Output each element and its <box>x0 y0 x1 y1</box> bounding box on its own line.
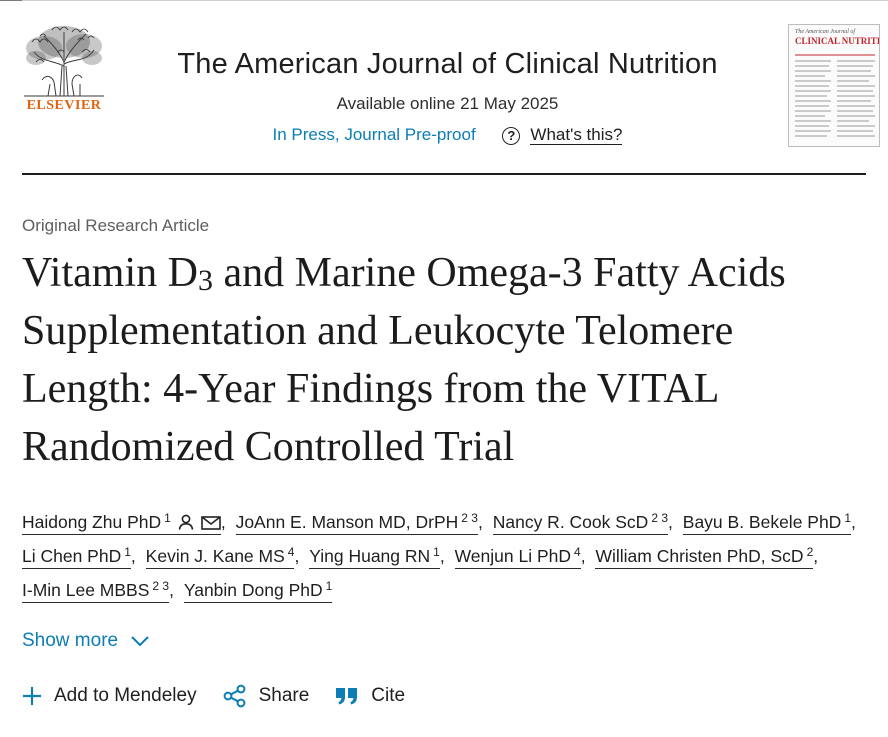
share-icon <box>223 684 245 708</box>
elsevier-tree-icon <box>24 26 104 97</box>
share-label: Share <box>258 685 310 706</box>
elsevier-logo[interactable] <box>22 22 106 120</box>
author-name: Nancy R. Cook ScD <box>492 512 649 532</box>
add-to-mendeley-label: Add to Mendeley <box>54 685 197 706</box>
quote-icon <box>336 688 358 705</box>
header-divider <box>22 173 866 175</box>
article-type: Original Research Article <box>22 216 210 235</box>
author-separator: , <box>439 546 445 566</box>
author-affiliation: 2 3 <box>651 511 669 525</box>
author-affiliation: 1 <box>433 545 440 559</box>
author-name: JoAnn E. Manson MD, DrPH <box>235 512 459 532</box>
author-affiliation: 1 <box>325 579 333 593</box>
journal-title: The American Journal of Clinical Nutriti… <box>150 48 745 81</box>
title-part-1: Vitamin D <box>22 250 198 296</box>
author-name: Kevin J. Kane MS <box>145 546 285 566</box>
author-separator: , <box>294 546 300 566</box>
cover-contents-lines <box>795 54 875 137</box>
article-title: Vitamin D3 and Marine Omega-3 Fatty Acid… <box>22 244 872 476</box>
author-link[interactable]: Ying Huang RN 1 <box>309 545 440 569</box>
author-link[interactable]: Li Chen PhD 1 <box>22 545 131 569</box>
author-separator: , <box>580 546 586 566</box>
add-to-mendeley-button[interactable]: Add to Mendeley <box>22 685 197 707</box>
title-part-2: and Marine Omega-3 Fatty Acids Supplemen… <box>22 250 786 470</box>
cover-subtitle: The American Journal of <box>795 29 856 35</box>
top-border <box>0 0 888 1</box>
author-name: Ying Huang RN <box>309 546 431 566</box>
show-more-label: Show more <box>22 630 119 651</box>
author-name: I-Min Lee MBBS <box>22 580 150 600</box>
author-name: Bayu B. Bekele PhD <box>682 512 842 532</box>
author-affiliation: 1 <box>164 511 171 525</box>
author-separator: , <box>220 512 226 532</box>
author-separator: , <box>813 546 819 566</box>
author-affiliation: 2 <box>806 545 814 559</box>
author-link[interactable]: Haidong Zhu PhD 1 <box>22 511 221 535</box>
top-border-accent <box>0 0 22 1</box>
author-affiliation: 4 <box>287 545 295 559</box>
plus-icon <box>23 687 41 705</box>
author-link[interactable]: Wenjun Li PhD 4 <box>454 545 581 569</box>
article-actions: Add to Mendeley Share Cite <box>22 684 431 708</box>
author-list: Haidong Zhu PhD 1, JoAnn E. Manson MD, Dr… <box>22 505 882 607</box>
author-affiliation: 2 3 <box>152 579 170 593</box>
journal-title-link[interactable]: The American Journal of Clinical Nutriti… <box>177 48 718 80</box>
author-separator: , <box>668 512 673 532</box>
whats-this-button[interactable]: ? What's this? <box>502 125 623 146</box>
author-link[interactable]: William Christen PhD, ScD 2 <box>595 545 814 569</box>
author-link[interactable]: Nancy R. Cook ScD 2 3 <box>492 511 669 535</box>
author-link[interactable]: Bayu B. Bekele PhD 1 <box>682 511 852 535</box>
author-link[interactable]: JoAnn E. Manson MD, DrPH 2 3 <box>235 511 478 535</box>
whats-this-label: What's this? <box>530 125 623 146</box>
envelope-icon <box>201 516 221 530</box>
question-circle-icon: ? <box>502 126 521 145</box>
author-link[interactable]: I-Min Lee MBBS 2 3 <box>22 579 170 603</box>
author-separator: , <box>130 546 136 566</box>
author-separator: , <box>477 512 483 532</box>
title-subscript: 3 <box>197 264 213 297</box>
author-link[interactable]: Kevin J. Kane MS 4 <box>145 545 295 569</box>
article-status-row: In Press, Journal Pre-proof ? What's thi… <box>150 125 745 146</box>
author-affiliation: 1 <box>124 545 131 559</box>
person-icon <box>178 514 194 530</box>
author-separator: , <box>851 512 856 532</box>
cite-label: Cite <box>371 685 406 706</box>
author-affiliation: 2 3 <box>461 511 478 525</box>
in-press-link[interactable]: In Press, Journal Pre-proof <box>272 125 476 144</box>
author-affiliation: 4 <box>574 545 581 559</box>
available-online-date: Available online 21 May 2025 <box>336 94 559 113</box>
author-link[interactable]: Yanbin Dong PhD 1 <box>183 579 333 603</box>
share-button[interactable]: Share <box>223 684 310 708</box>
chevron-down-icon <box>131 636 149 647</box>
cover-title: CLINICAL NUTRITION <box>795 36 880 46</box>
author-separator: , <box>169 580 174 600</box>
journal-cover-thumbnail[interactable]: The American Journal of CLINICAL NUTRITI… <box>788 24 880 147</box>
elsevier-wordmark: ELSEVIER <box>26 98 102 113</box>
show-more-button[interactable]: Show more <box>22 630 150 652</box>
author-name: Li Chen PhD <box>22 546 122 566</box>
author-name: Haidong Zhu PhD <box>22 512 162 532</box>
author-name: William Christen PhD, ScD <box>595 546 804 566</box>
author-name: Wenjun Li PhD <box>454 546 572 566</box>
author-name: Yanbin Dong PhD <box>183 580 323 600</box>
author-affiliation: 1 <box>844 511 852 525</box>
cite-button[interactable]: Cite <box>335 685 405 707</box>
